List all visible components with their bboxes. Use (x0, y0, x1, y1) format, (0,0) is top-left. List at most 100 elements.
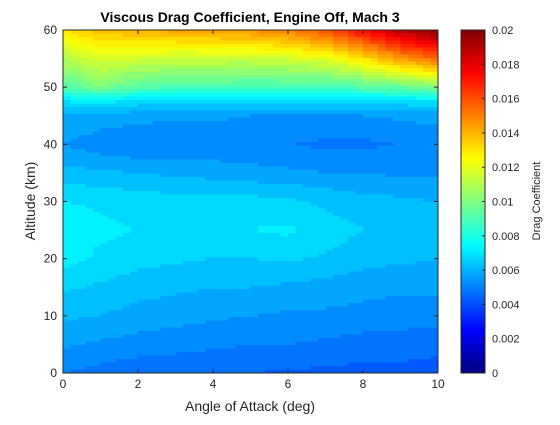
heatmap-cell (63, 257, 72, 262)
heatmap-cell (340, 331, 349, 336)
heatmap-cell (205, 212, 214, 217)
heatmap-cell (265, 47, 274, 52)
heatmap-cell (70, 124, 79, 129)
heatmap-cell (303, 331, 312, 336)
heatmap-cell (318, 366, 327, 371)
heatmap-cell (415, 138, 424, 143)
heatmap-cell (250, 338, 259, 343)
heatmap-cell (145, 212, 154, 217)
heatmap-cell (265, 72, 274, 77)
heatmap-cell (153, 149, 162, 154)
heatmap-cell (385, 159, 394, 164)
heatmap-cell (280, 68, 289, 73)
heatmap-cell (408, 338, 417, 343)
heatmap-cell (70, 299, 79, 304)
heatmap-cell (288, 229, 297, 234)
heatmap-cell (85, 110, 94, 115)
heatmap-cell (340, 268, 349, 273)
heatmap-cell (115, 250, 124, 255)
heatmap-cell (363, 191, 372, 196)
heatmap-cell (205, 33, 214, 38)
heatmap-cell (250, 264, 259, 269)
heatmap-cell (393, 82, 402, 87)
heatmap-cell (400, 58, 409, 63)
heatmap-cell (288, 135, 297, 140)
heatmap-cell (310, 215, 319, 220)
heatmap-cell (310, 44, 319, 49)
heatmap-cell (348, 264, 357, 269)
heatmap-cell (408, 352, 417, 357)
heatmap-cell (430, 75, 438, 80)
heatmap-cell (138, 86, 147, 91)
heatmap-cell (85, 194, 94, 199)
heatmap-cell (280, 145, 289, 150)
heatmap-cell (280, 289, 289, 294)
heatmap-cell (258, 208, 267, 213)
heatmap-cell (78, 261, 87, 266)
heatmap-cell (408, 257, 417, 262)
heatmap-cell (100, 359, 109, 364)
heatmap-cell (145, 331, 154, 336)
heatmap-cell (63, 313, 72, 318)
heatmap-cell (303, 152, 312, 157)
heatmap-cell (198, 40, 207, 45)
heatmap-cell (63, 121, 72, 126)
heatmap-cell (265, 40, 274, 45)
heatmap-cell (183, 86, 192, 91)
heatmap-cell (430, 65, 438, 70)
heatmap-cell (138, 366, 147, 371)
heatmap-cell (295, 184, 304, 189)
heatmap-cell (363, 303, 372, 308)
heatmap-cell (423, 103, 432, 108)
heatmap-cell (348, 198, 357, 203)
heatmap-cell (378, 327, 387, 332)
heatmap-cell (273, 212, 282, 217)
heatmap-cell (115, 359, 124, 364)
heatmap-cell (108, 166, 117, 171)
heatmap-cell (265, 310, 274, 315)
heatmap-cell (393, 159, 402, 164)
heatmap-cell (228, 142, 237, 147)
heatmap-cell (220, 96, 229, 101)
heatmap-cell (355, 345, 364, 350)
heatmap-cell (235, 275, 244, 280)
heatmap-cell (310, 103, 319, 108)
heatmap-cell (220, 219, 229, 224)
heatmap-cell (340, 369, 349, 373)
heatmap-cell (108, 37, 117, 42)
heatmap-cell (325, 96, 334, 101)
heatmap-cell (228, 149, 237, 154)
heatmap-cell (250, 177, 259, 182)
heatmap-cell (220, 128, 229, 133)
heatmap-cell (183, 334, 192, 339)
heatmap-cell (408, 289, 417, 294)
heatmap-cell (363, 72, 372, 77)
heatmap-cell (378, 107, 387, 112)
heatmap-cell (160, 348, 169, 353)
heatmap-cell (325, 366, 334, 371)
heatmap-cell (370, 124, 379, 129)
heatmap-cell (423, 247, 432, 252)
heatmap-cell (318, 338, 327, 343)
heatmap-cell (115, 292, 124, 297)
heatmap-cell (130, 198, 139, 203)
heatmap-cell (393, 89, 402, 94)
heatmap-cell (385, 222, 394, 227)
heatmap-cell (168, 191, 177, 196)
heatmap-cell (168, 96, 177, 101)
heatmap-cell (138, 289, 147, 294)
heatmap-cell (70, 359, 79, 364)
heatmap-cell (310, 96, 319, 101)
heatmap-cell (393, 103, 402, 108)
heatmap-cell (235, 313, 244, 318)
heatmap-cell (310, 170, 319, 175)
heatmap-cell (243, 243, 252, 248)
heatmap-cell (160, 313, 169, 318)
heatmap-cell (303, 47, 312, 52)
heatmap-cell (100, 348, 109, 353)
heatmap-cell (363, 110, 372, 115)
heatmap-cell (70, 184, 79, 189)
heatmap-cell (348, 61, 357, 66)
heatmap-cell (63, 54, 72, 59)
heatmap-cell (153, 114, 162, 119)
